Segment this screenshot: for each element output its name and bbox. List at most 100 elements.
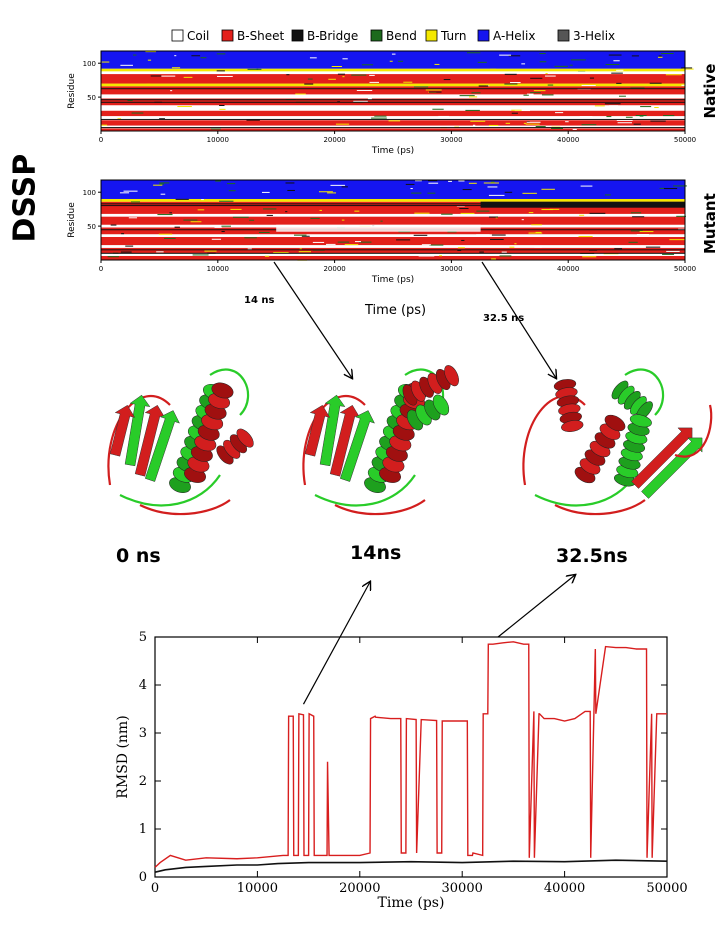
dssp-noise: [635, 115, 647, 117]
dssp-noise: [418, 255, 435, 257]
legend-label: Coil: [187, 29, 209, 43]
dssp-noise: [630, 230, 643, 232]
dssp-noise: [441, 213, 453, 215]
dssp-noise: [342, 58, 348, 60]
dssp-noise: [490, 68, 496, 70]
dssp-band: [101, 116, 685, 121]
dssp-band: [101, 51, 685, 69]
helix-cartoon: [184, 382, 234, 483]
dssp-noise: [298, 251, 311, 253]
dssp-noise: [554, 65, 568, 67]
dssp-noise: [630, 212, 642, 214]
dssp-noise: [123, 190, 138, 192]
strand-arrow: [304, 404, 331, 457]
dssp-noise: [488, 194, 505, 196]
dssp-noise: [616, 119, 633, 121]
dssp-band: [101, 198, 685, 202]
dssp-noise: [479, 251, 484, 253]
dssp-noise: [460, 212, 475, 214]
dssp-band: [101, 105, 685, 111]
dssp-noise: [190, 221, 202, 223]
x-tick-label: 10000: [207, 136, 229, 144]
dssp-noise: [580, 185, 593, 187]
dssp-noise: [344, 244, 359, 246]
dssp-noise: [398, 60, 404, 62]
dssp-noise: [438, 115, 450, 117]
dssp-noise: [466, 52, 481, 54]
dssp-noise: [478, 85, 489, 87]
dssp-noise: [501, 251, 507, 253]
dssp-frame: [100, 179, 686, 261]
dssp-noise: [476, 234, 490, 236]
dssp-noise: [608, 54, 622, 56]
dssp-bridge-line: [101, 101, 685, 103]
dssp-noise: [337, 101, 340, 103]
loop-cartoon: [674, 404, 713, 458]
callout-label-32ns: 32.5 ns: [483, 313, 525, 324]
dssp-noise: [526, 121, 530, 123]
dssp-bridge-line: [101, 99, 685, 101]
dssp-noise: [125, 69, 131, 71]
dssp-noise: [216, 70, 225, 72]
strand-arrow: [144, 410, 180, 482]
dssp-band: [101, 86, 685, 95]
dssp-noise: [201, 199, 204, 201]
dssp-noise: [522, 192, 537, 194]
dssp-noise: [121, 233, 125, 235]
dssp-band: [101, 71, 685, 75]
dssp-noise: [164, 237, 176, 239]
dssp-noise: [632, 216, 645, 218]
dssp-noise: [499, 54, 512, 56]
dssp-noise: [468, 96, 478, 98]
dssp-noise: [159, 182, 170, 184]
dssp-noise: [256, 68, 262, 70]
dssp-band: [101, 255, 685, 260]
dssp-noise: [639, 231, 654, 233]
dssp-noise: [465, 109, 480, 111]
dssp-noise: [663, 115, 675, 117]
dssp-noise: [539, 53, 546, 55]
dssp-noise: [158, 233, 173, 235]
snapshot-label-14ns: 14ns: [350, 542, 402, 564]
dssp-band: [101, 110, 685, 117]
dssp-noise: [579, 214, 585, 216]
dssp-noise: [471, 92, 481, 94]
dssp-unfold-band: [480, 201, 685, 208]
dssp-noise: [330, 184, 346, 186]
helix-turn: [444, 365, 459, 387]
dssp-noise: [353, 100, 368, 102]
y-tick-label: 50: [87, 94, 96, 102]
dssp-noise: [263, 208, 277, 210]
dssp-noise: [476, 210, 490, 212]
legend-label: 3-Helix: [573, 29, 615, 43]
dssp-noise: [630, 87, 645, 89]
arrow-rmsd-14ns: [302, 582, 370, 705]
legend-label: B-Sheet: [237, 29, 285, 43]
snapshot-label-32ns: 32.5ns: [556, 545, 628, 567]
rmsd-y-tick-label: 4: [139, 678, 147, 693]
dssp-noise: [332, 84, 336, 86]
dssp-noise: [230, 208, 242, 210]
dssp-coil-patch: [276, 224, 481, 232]
dssp-noise: [183, 76, 193, 78]
dssp-noise: [328, 78, 336, 80]
dssp-noise: [666, 250, 680, 252]
dssp-noise: [681, 67, 693, 69]
dssp-noise: [159, 118, 165, 120]
mutant-panel-label: Mutant: [701, 193, 719, 254]
x-tick-label: 50000: [674, 265, 696, 273]
legend-swatch: [291, 29, 304, 42]
y-tick-label: 50: [87, 223, 96, 231]
dssp-noise: [130, 201, 140, 203]
dssp-noise: [428, 182, 439, 184]
dssp-bridge-line: [101, 252, 685, 254]
dssp-noise: [613, 60, 620, 62]
dssp-noise: [660, 53, 674, 55]
rmsd-x-tick-label: 0: [151, 881, 159, 896]
dssp-noise: [565, 121, 569, 123]
dssp-noise: [221, 70, 236, 72]
dssp-noise: [508, 55, 521, 57]
dssp-noise: [127, 100, 133, 102]
mid-axis-label: Time (ps): [365, 303, 427, 318]
